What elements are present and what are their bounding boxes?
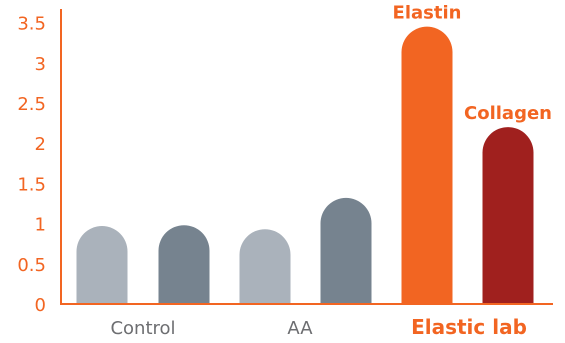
y-tick-label: 2 xyxy=(35,134,46,155)
x-category-label: AA xyxy=(287,318,313,339)
y-tick-label: 3 xyxy=(35,54,46,75)
bar-aa-elastin xyxy=(239,229,291,304)
bar-data-label: Collagen xyxy=(464,103,552,124)
bar-elastic-lab-elastin xyxy=(401,26,453,305)
y-tick-label: 1.5 xyxy=(17,174,46,195)
y-tick-label: 0.5 xyxy=(17,255,46,276)
bar-aa-collagen xyxy=(320,197,372,304)
y-tick-label: 1 xyxy=(35,215,46,236)
bar-data-label: Elastin xyxy=(393,3,462,24)
y-tick-label: 3.5 xyxy=(17,14,46,35)
bar-control-collagen xyxy=(158,225,210,304)
x-category-label: Control xyxy=(110,318,175,339)
bar-elastic-lab-collagen xyxy=(482,127,534,304)
bar-control-elastin xyxy=(76,226,128,304)
y-tick-label: 0 xyxy=(35,295,46,316)
y-tick-label: 2.5 xyxy=(17,94,46,115)
x-category-label: Elastic lab xyxy=(411,315,527,339)
